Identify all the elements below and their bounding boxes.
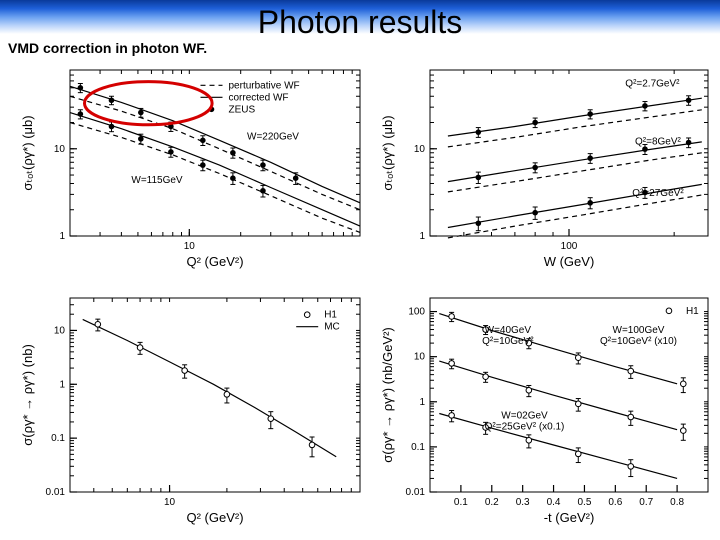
svg-text:10: 10 [164, 497, 176, 508]
svg-text:Q²=10GeV² (x10): Q²=10GeV² (x10) [600, 336, 677, 347]
svg-text:W=220GeV: W=220GeV [247, 132, 299, 143]
svg-text:H1: H1 [324, 310, 337, 321]
svg-text:H1: H1 [686, 306, 699, 317]
svg-text:σ(ργ* → ργ*) (nb/GeV²): σ(ργ* → ργ*) (nb/GeV²) [380, 327, 395, 463]
svg-text:Q²=27GeV²: Q²=27GeV² [632, 188, 684, 199]
svg-text:perturbative WF: perturbative WF [229, 80, 300, 91]
svg-text:Q²=25GeV² (x0.1): Q²=25GeV² (x0.1) [485, 421, 565, 432]
page-title: Photon results [0, 4, 720, 41]
svg-text:0.1: 0.1 [411, 442, 425, 453]
svg-text:σₜₒₜ(ργ*) (μb): σₜₒₜ(ργ*) (μb) [20, 115, 35, 190]
svg-text:0.8: 0.8 [670, 497, 684, 508]
svg-text:10: 10 [54, 325, 66, 336]
svg-text:Q² (GeV²): Q² (GeV²) [186, 510, 243, 525]
svg-text:W=115GeV: W=115GeV [131, 175, 183, 186]
svg-text:10: 10 [414, 352, 426, 363]
svg-text:Q²=8GeV²: Q²=8GeV² [635, 137, 682, 148]
svg-text:10: 10 [184, 241, 196, 252]
svg-text:Q²=10GeV²: Q²=10GeV² [482, 336, 534, 347]
svg-text:0.7: 0.7 [639, 497, 653, 508]
svg-text:MC: MC [324, 322, 340, 333]
svg-text:0.01: 0.01 [46, 487, 66, 498]
svg-text:1: 1 [59, 231, 65, 242]
svg-text:0.6: 0.6 [608, 497, 622, 508]
plot-sigma-vs-q2: 10 1 10 Q² (GeV²) σₜₒₜ(ργ*) (μb) W=220GeV W=11… [18, 62, 368, 272]
svg-text:0.4: 0.4 [547, 497, 561, 508]
svg-text:1: 1 [419, 231, 425, 242]
svg-text:σ(ργ* → ργ*) (nb): σ(ργ* → ργ*) (nb) [20, 344, 35, 446]
svg-text:W=02GeV: W=02GeV [501, 410, 548, 421]
svg-text:W=40GeV: W=40GeV [485, 325, 532, 336]
plot-sigma-vs-w: 100 1 10 W (GeV) σₜₒₜ(ργ*) (μb) Q²=2.7GeV² Q²=… [378, 62, 716, 272]
plot-dvcs-vs-t: 0.1 0.2 0.3 0.4 0.5 0.6 0.7 0.8 0.01 0.1 1 10 100 -t … [378, 290, 716, 528]
svg-text:10: 10 [54, 144, 66, 155]
svg-text:0.3: 0.3 [516, 497, 530, 508]
svg-text:0.1: 0.1 [51, 433, 65, 444]
svg-text:Q² (GeV²): Q² (GeV²) [186, 254, 243, 269]
svg-text:1: 1 [419, 397, 425, 408]
svg-text:1: 1 [59, 379, 65, 390]
svg-text:0.2: 0.2 [485, 497, 499, 508]
svg-text:W=100GeV: W=100GeV [613, 325, 665, 336]
svg-text:0.1: 0.1 [454, 497, 468, 508]
page-subtitle: VMD correction in photon WF. [8, 40, 207, 56]
svg-text:W (GeV): W (GeV) [544, 254, 595, 269]
svg-text:0.5: 0.5 [577, 497, 591, 508]
svg-text:σₜₒₜ(ργ*) (μb): σₜₒₜ(ργ*) (μb) [380, 115, 395, 190]
svg-text:Q²=2.7GeV²: Q²=2.7GeV² [625, 79, 680, 90]
svg-text:10: 10 [414, 144, 426, 155]
svg-text:corrected WF: corrected WF [229, 92, 289, 103]
svg-text:-t (GeV²): -t (GeV²) [544, 510, 595, 525]
svg-text:ZEUS: ZEUS [229, 104, 256, 115]
plot-dvcs-vs-q2: 10 0.01 0.1 1 10 Q² (GeV²) σ(ργ* → ργ*) (nb) H1… [18, 290, 368, 528]
svg-text:100: 100 [408, 307, 425, 318]
svg-text:100: 100 [561, 241, 578, 252]
svg-text:0.01: 0.01 [406, 487, 426, 498]
